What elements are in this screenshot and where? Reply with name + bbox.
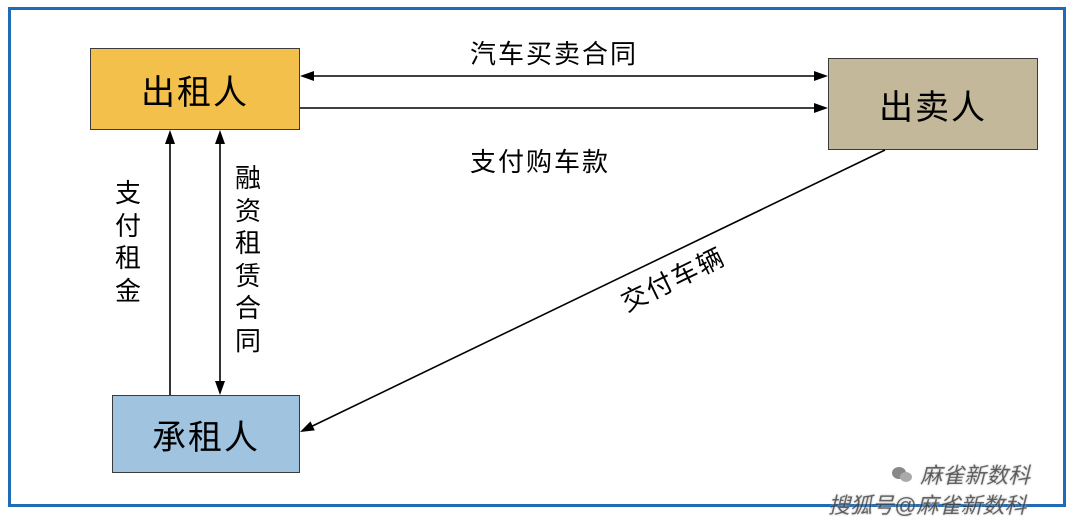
node-lessee-label: 承租人 bbox=[152, 410, 260, 459]
watermark-sohu: 搜狐号@麻雀新数科 bbox=[828, 488, 1026, 520]
label-char: 资 bbox=[235, 196, 263, 229]
label-char: 租 bbox=[115, 243, 143, 276]
label-text: 支付购车款 bbox=[470, 148, 610, 177]
label-pay-car: 支付购车款 bbox=[470, 142, 610, 179]
label-char: 赁 bbox=[235, 261, 263, 294]
diagram-canvas: 出租人 出卖人 承租人 汽车买卖合同 支付购车款 支付租金 融资租赁合同 交付车… bbox=[0, 0, 1080, 520]
label-text: 汽车买卖合同 bbox=[470, 40, 638, 69]
label-sale-contract: 汽车买卖合同 bbox=[470, 34, 638, 71]
wechat-icon bbox=[890, 463, 920, 488]
watermark-sohu-text: 搜狐号@麻雀新数科 bbox=[828, 493, 1026, 518]
label-char: 租 bbox=[235, 228, 263, 261]
node-lessee: 承租人 bbox=[112, 395, 300, 473]
label-pay-rent: 支付租金 bbox=[115, 178, 143, 308]
node-lessor: 出租人 bbox=[90, 48, 300, 130]
node-seller: 出卖人 bbox=[828, 58, 1038, 150]
node-seller-label: 出卖人 bbox=[879, 80, 987, 129]
watermark-wechat: 麻雀新数科 bbox=[890, 458, 1030, 490]
watermark-wechat-text: 麻雀新数科 bbox=[920, 463, 1030, 488]
label-char: 合 bbox=[235, 293, 263, 326]
label-char: 付 bbox=[115, 211, 143, 244]
label-lease-contract: 融资租赁合同 bbox=[235, 163, 263, 358]
label-char: 金 bbox=[115, 276, 143, 309]
label-char: 支 bbox=[115, 178, 143, 211]
label-char: 融 bbox=[235, 163, 263, 196]
node-lessor-label: 出租人 bbox=[141, 65, 249, 114]
label-char: 同 bbox=[235, 326, 263, 359]
